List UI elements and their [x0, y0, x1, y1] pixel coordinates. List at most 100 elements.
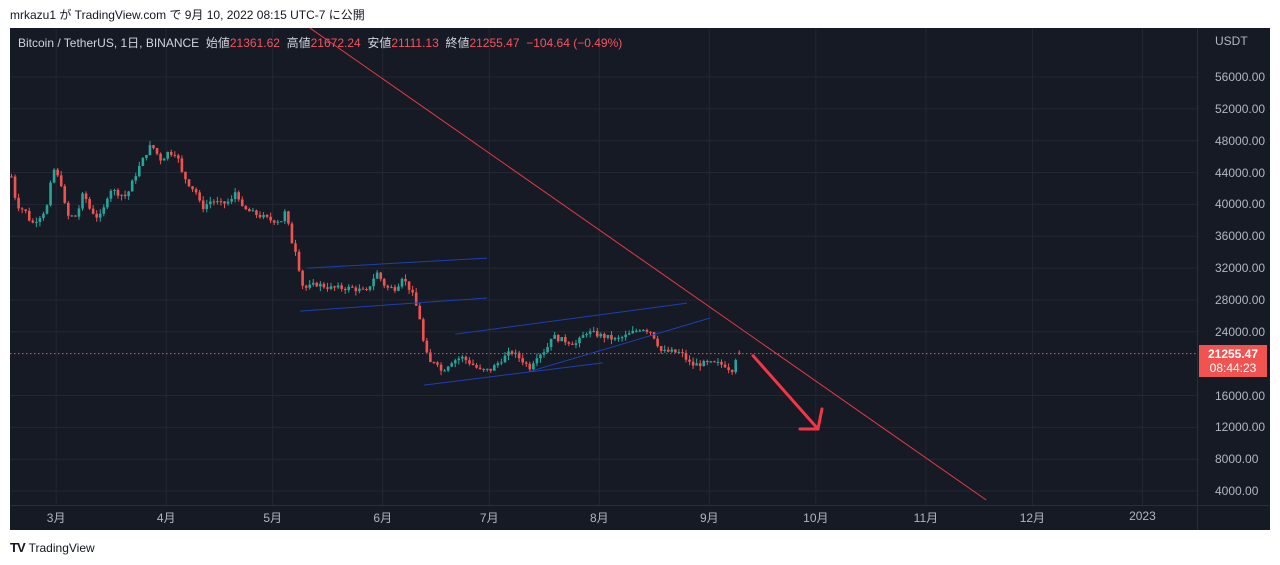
candle-body	[706, 360, 709, 363]
channel-line	[423, 362, 603, 386]
candle-body	[209, 201, 212, 205]
candle-body	[187, 179, 191, 187]
candle-body	[478, 367, 482, 369]
candle-body	[500, 362, 503, 364]
candle-body	[404, 278, 407, 282]
time-tick: 5月	[263, 511, 283, 525]
close-label: 終値	[445, 36, 470, 50]
candle-body	[581, 335, 585, 338]
candle-body	[358, 288, 361, 292]
chart-pane[interactable]: Bitcoin / TetherUS, 1日, BINANCE 始値21361.…	[10, 28, 1270, 530]
candle-body	[535, 358, 539, 364]
candle-body	[514, 352, 517, 354]
ohlc-legend: Bitcoin / TetherUS, 1日, BINANCE 始値21361.…	[18, 34, 622, 51]
candle-body	[95, 213, 98, 218]
time-tick: 2023	[1129, 509, 1156, 523]
candle-body	[453, 360, 457, 364]
candle-body	[432, 362, 436, 364]
candle-body	[180, 158, 184, 172]
candle-body	[450, 363, 453, 367]
candle-body	[205, 204, 209, 210]
candle-body	[631, 330, 635, 334]
candle-body	[159, 153, 162, 161]
candle-body	[329, 286, 333, 289]
candle-body	[98, 213, 102, 218]
candle-body	[255, 210, 258, 215]
candle-body	[152, 145, 155, 149]
price-tick: 48000.00	[1215, 133, 1266, 148]
candle-body	[148, 145, 152, 155]
publish-info: mrkazu1 が TradingView.com で 9月 10, 2022 …	[10, 8, 365, 22]
candle-body	[574, 343, 578, 345]
candle-body	[258, 214, 262, 218]
candle-body	[624, 334, 627, 338]
candle-body	[283, 211, 287, 222]
candle-body	[372, 278, 375, 287]
candle-body	[542, 352, 546, 355]
candle-body	[237, 192, 240, 200]
candle-body	[24, 209, 27, 211]
candle-body	[113, 189, 116, 191]
candle-body	[301, 270, 304, 286]
low-value: 21111.13	[391, 36, 439, 50]
candle-body	[340, 285, 343, 289]
candle-body	[84, 193, 88, 200]
symbol-title[interactable]: Bitcoin / TetherUS, 1日, BINANCE	[18, 36, 200, 50]
time-tick: 4月	[156, 511, 176, 525]
candle-body	[397, 286, 400, 291]
price-tick: 44000.00	[1215, 165, 1266, 180]
candle-body	[35, 221, 38, 223]
candle-body	[311, 282, 315, 285]
candle-body	[379, 272, 382, 280]
candle-body	[177, 155, 180, 159]
candle-body	[595, 331, 599, 337]
arrow-shaft	[751, 354, 820, 431]
candle-body	[20, 208, 24, 210]
channel-line	[307, 257, 488, 269]
candle-body	[262, 214, 265, 218]
candle-body	[315, 282, 319, 287]
candle-body	[308, 284, 311, 288]
price-tick: 12000.00	[1215, 420, 1266, 435]
candle-body	[418, 305, 422, 320]
candle-body	[219, 201, 223, 203]
candle-body	[198, 192, 201, 201]
candle-body	[588, 331, 592, 334]
candle-body	[233, 192, 237, 200]
low-label: 安値	[367, 36, 392, 50]
currency-label: USDT	[1215, 34, 1248, 48]
candlestick-chart[interactable]	[10, 28, 1270, 530]
candle-body	[393, 287, 397, 291]
current-price: 21255.47	[1207, 347, 1259, 361]
candle-body	[446, 366, 450, 371]
candle-body	[567, 342, 571, 344]
candle-body	[713, 361, 716, 363]
candle-body	[720, 361, 723, 365]
time-tick: 11月	[913, 511, 939, 525]
candle-body	[102, 207, 106, 214]
candle-body	[471, 363, 475, 366]
tradingview-logo-icon: TV	[10, 540, 26, 555]
candle-body	[88, 199, 91, 209]
candle-body	[240, 199, 244, 206]
candle-body	[652, 332, 656, 339]
candle-body	[106, 198, 109, 208]
candle-body	[425, 340, 429, 353]
candle-body	[422, 319, 425, 341]
candle-body	[10, 176, 13, 178]
candle-body	[585, 333, 588, 336]
candle-body	[67, 202, 70, 216]
candle-body	[184, 171, 187, 180]
candle-body	[461, 356, 464, 359]
candle-body	[723, 364, 727, 368]
price-tick: 16000.00	[1215, 388, 1266, 403]
candle-body	[294, 243, 297, 252]
candle-body	[123, 194, 127, 197]
candle-body	[617, 337, 620, 339]
candle-body	[216, 201, 219, 203]
candle-body	[656, 338, 659, 347]
price-tick: 36000.00	[1215, 229, 1266, 244]
candle-body	[134, 176, 138, 181]
candle-body	[248, 209, 251, 212]
high-label: 高値	[286, 36, 311, 50]
